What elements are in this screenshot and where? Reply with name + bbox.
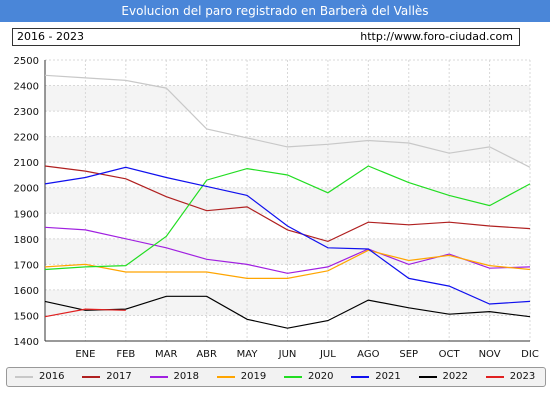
- legend-swatch: [351, 376, 370, 378]
- x-tick-label: MAR: [155, 349, 177, 360]
- x-tick-label: OCT: [439, 349, 461, 360]
- y-tick-label: 1800: [14, 235, 39, 246]
- y-tick-label: 2500: [14, 56, 39, 67]
- x-tick-label: JUL: [319, 349, 336, 360]
- x-tick-label: ABR: [196, 349, 217, 360]
- x-tick-label: NOV: [479, 349, 501, 360]
- legend-swatch: [284, 376, 302, 378]
- y-tick-label: 2400: [14, 82, 39, 93]
- grid-band: [45, 289, 530, 316]
- series-line-2023: [44, 308, 126, 318]
- y-tick-label: 1500: [14, 311, 39, 322]
- legend-label: 2017: [106, 371, 132, 382]
- legend-swatch: [82, 376, 101, 378]
- chart-title: Evolucion del paro registrado en Barberà…: [0, 0, 550, 22]
- series-line-2021: [44, 166, 531, 305]
- x-tick-label: MAY: [237, 349, 259, 360]
- series-line-2016: [44, 74, 531, 168]
- legend-label: 2021: [375, 371, 401, 382]
- x-tick-label: ENE: [75, 349, 95, 360]
- legend-label: 2020: [308, 371, 334, 382]
- source-url: http://www.foro-ciudad.com: [360, 30, 513, 43]
- legend-swatch: [485, 376, 504, 378]
- legend-label: 2023: [509, 371, 536, 382]
- period-label: 2016 - 2023: [17, 30, 84, 43]
- legend-swatch: [418, 376, 437, 378]
- x-tick-label: DIC: [521, 349, 539, 360]
- series-line-2017: [44, 165, 531, 243]
- x-tick-label: FEB: [116, 349, 135, 360]
- x-tick-label: AGO: [357, 349, 379, 360]
- legend-label: 2019: [240, 371, 267, 382]
- legend: 2016 2017 2018 2019 2020 2021 2022 2023: [6, 367, 546, 387]
- x-tick-label: JUN: [278, 349, 297, 360]
- y-tick-label: 2000: [14, 184, 39, 195]
- y-tick-label: 1600: [14, 286, 39, 297]
- info-box: 2016 - 2023 http://www.foro-ciudad.com: [12, 28, 520, 46]
- series-line-2022: [44, 295, 531, 329]
- x-tick-label: SEP: [399, 349, 418, 360]
- series-line-2020: [44, 165, 531, 271]
- y-tick-label: 1900: [14, 209, 39, 220]
- legend-label: 2018: [173, 371, 199, 382]
- y-tick-label: 1700: [14, 260, 39, 271]
- y-tick-label: 2300: [14, 107, 39, 118]
- y-tick-label: 2200: [14, 133, 39, 144]
- y-tick-label: 1400: [14, 337, 39, 348]
- legend-swatch: [15, 376, 33, 378]
- legend-label: 2022: [442, 371, 468, 382]
- legend-swatch: [216, 376, 235, 378]
- series-line-2019: [44, 249, 531, 279]
- y-tick-label: 2100: [14, 158, 39, 169]
- legend-swatch: [149, 376, 168, 378]
- series-line-2018: [44, 226, 531, 274]
- legend-label: 2016: [39, 371, 65, 382]
